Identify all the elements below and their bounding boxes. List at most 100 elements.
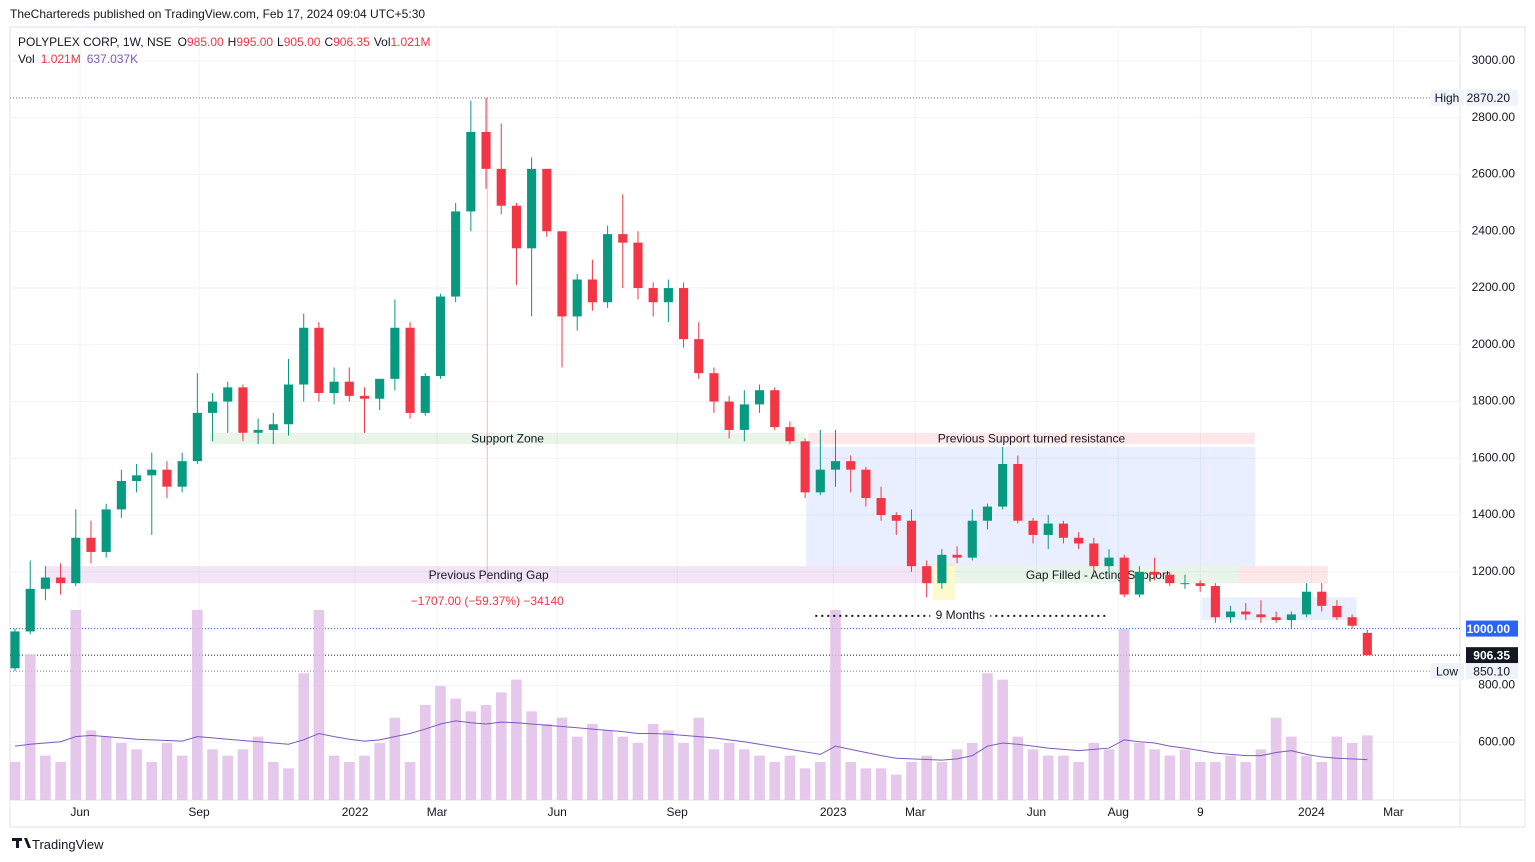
x-tick-label: Jun — [547, 805, 566, 819]
volume-bar — [1194, 762, 1206, 800]
volume-bar — [1316, 762, 1328, 800]
candle-body — [481, 131, 491, 169]
volume-bar — [435, 686, 446, 800]
candle-body — [283, 384, 294, 425]
price-tag — [1466, 89, 1518, 106]
candle-body — [785, 427, 795, 442]
candle-body — [1195, 583, 1205, 587]
volume-bar — [511, 679, 522, 800]
zone-label: Previous Pending Gap — [429, 568, 549, 582]
x-tick-label: Mar — [905, 805, 926, 819]
candle-body — [1210, 586, 1220, 618]
volume-bar — [1270, 717, 1282, 800]
volume-bar — [830, 610, 841, 800]
price-tag-label: 906.35 — [1473, 648, 1510, 662]
price-tag-label: 2870.20 — [1467, 91, 1511, 105]
volume-bar — [55, 762, 66, 800]
volume-bar — [237, 749, 249, 800]
volume-bar — [298, 673, 310, 800]
volume-bar — [556, 717, 568, 800]
candle-body — [1317, 591, 1327, 606]
candle-body — [709, 373, 719, 402]
volume-bar — [1103, 749, 1115, 800]
candle-body — [542, 168, 552, 232]
candle-body — [329, 381, 339, 394]
x-tick-label: 2023 — [820, 805, 847, 819]
candle-body — [1226, 611, 1236, 618]
volume-bar — [24, 654, 36, 800]
legend: POLYPLEX CORP, 1W, NSE O985.00 H995.00 L905… — [18, 35, 431, 49]
candle-body — [557, 231, 567, 317]
candle-body — [1058, 523, 1068, 538]
legend-key: L — [277, 35, 284, 49]
candle-body — [891, 515, 901, 521]
volume-bar — [951, 749, 963, 800]
volume-bar — [1286, 736, 1297, 800]
candle-body — [618, 234, 628, 243]
candle-body — [937, 554, 947, 584]
y-tick-label: 2600.00 — [1472, 167, 1516, 181]
volume-bar — [1301, 755, 1312, 800]
volume-bar — [465, 711, 477, 800]
y-tick-label: 2000.00 — [1472, 337, 1516, 351]
candle-body — [359, 395, 370, 399]
candle-body — [420, 376, 430, 413]
volume-bar — [966, 743, 978, 800]
candle-body — [861, 469, 871, 499]
x-tick-label: Aug — [1108, 805, 1129, 819]
candle-body — [314, 327, 324, 394]
volume-bar — [541, 724, 553, 800]
volume-bar — [663, 730, 674, 800]
candle-body — [253, 429, 263, 433]
candle-body — [390, 327, 400, 379]
volume-bar — [1179, 749, 1191, 800]
volume-bar — [480, 705, 492, 800]
candle-body — [207, 401, 218, 413]
candle-body — [633, 242, 643, 289]
candle-body — [1286, 614, 1296, 621]
candle-body — [1104, 557, 1114, 567]
y-tick-label: 600.00 — [1478, 734, 1515, 748]
x-tick-label: Jun — [1027, 805, 1046, 819]
volume-bar — [571, 736, 583, 800]
candle-body — [375, 378, 385, 399]
volume-bar — [1042, 755, 1054, 800]
candle-body — [268, 424, 278, 430]
candle-body — [405, 327, 415, 413]
logo — [12, 838, 31, 848]
y-tick-label: 3000.00 — [1472, 53, 1516, 67]
legend-value: 995.00 — [236, 35, 274, 49]
price-tag-name: Low — [1436, 664, 1458, 678]
volume-bar — [1240, 762, 1252, 800]
volume-bar — [1346, 743, 1358, 800]
candle-body — [56, 577, 66, 584]
volume-bar — [283, 768, 294, 800]
legend-value: 637.037K — [86, 52, 139, 66]
measure-label: −1707.00 (−59.37%) −34140 — [411, 594, 564, 608]
candle-body — [724, 401, 734, 430]
price-tag-name: High — [1435, 91, 1460, 105]
price-tag — [1466, 620, 1518, 637]
volume-bar — [419, 705, 431, 800]
volume-bar — [1134, 743, 1145, 800]
y-tick-label: 1400.00 — [1472, 507, 1516, 521]
volume-bar — [222, 755, 234, 800]
candle-body — [1119, 557, 1129, 595]
candle-body — [1089, 543, 1099, 567]
zone — [808, 432, 1255, 445]
zone-label: Previous Support turned resistance — [938, 432, 1126, 446]
price-tag-label: 850.10 — [1473, 664, 1510, 678]
volume-bar — [207, 749, 218, 800]
volume-bar — [617, 736, 629, 800]
candle-body — [527, 168, 537, 249]
volume-bar — [723, 743, 735, 800]
x-tick-label: Sep — [667, 805, 689, 819]
volume-bar — [708, 749, 720, 800]
volume-bar — [982, 673, 993, 800]
volume-bar — [678, 743, 689, 800]
candle-body — [496, 168, 506, 206]
volume-bar — [389, 717, 401, 800]
candle-body — [86, 537, 96, 552]
zone — [806, 446, 1256, 567]
